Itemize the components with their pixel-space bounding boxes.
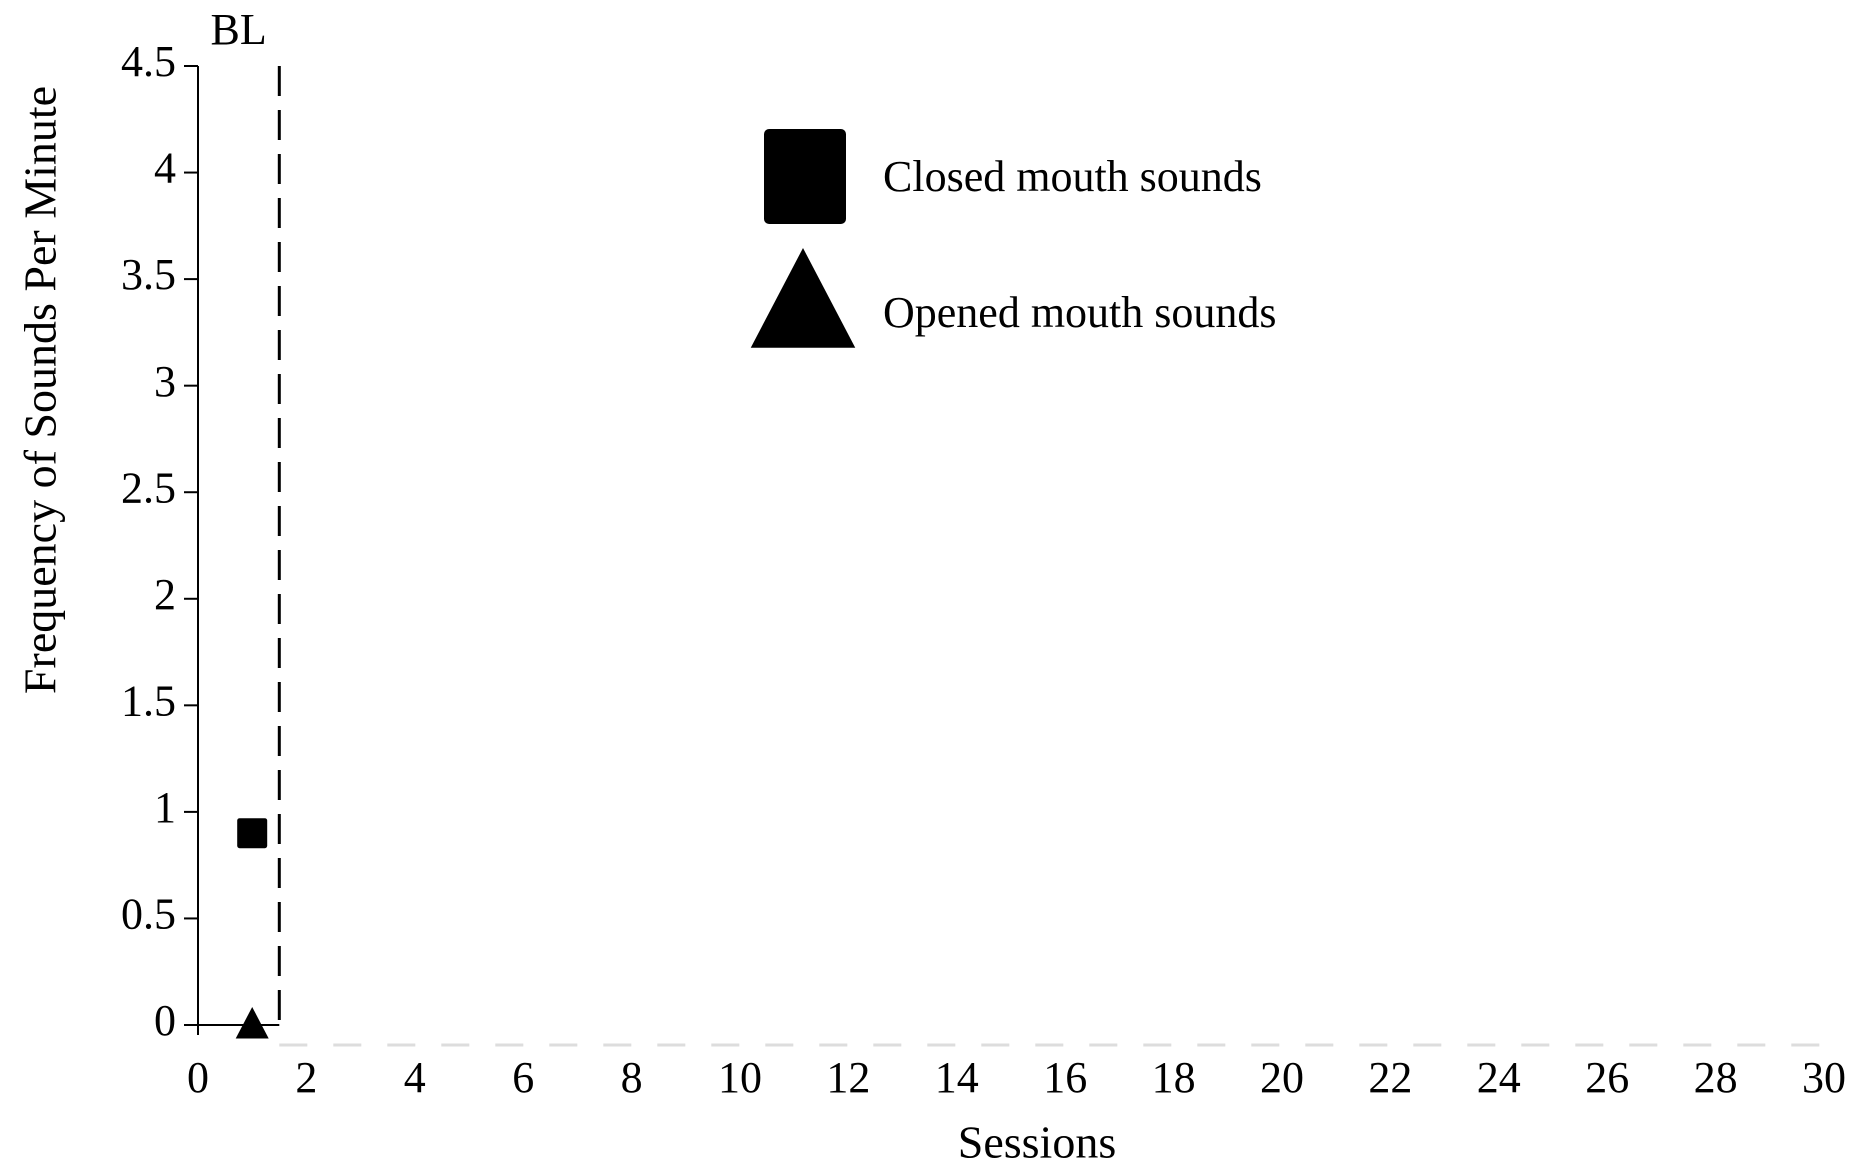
x-tick-label: 22 [1368, 1053, 1412, 1102]
x-tick-label: 14 [935, 1053, 979, 1102]
x-tick-label: 4 [404, 1053, 426, 1102]
x-tick-label: 16 [1043, 1053, 1087, 1102]
phase-label: BL [211, 5, 267, 54]
x-tick-label: 20 [1260, 1053, 1304, 1102]
x-tick-label: 12 [826, 1053, 870, 1102]
x-tick-label: 8 [621, 1053, 643, 1102]
x-tick-label: 28 [1694, 1053, 1738, 1102]
point [237, 818, 268, 849]
y-tick-label: 1.5 [121, 676, 176, 725]
x-tick-label: 6 [512, 1053, 534, 1102]
y-tick-label: 3.5 [121, 250, 176, 299]
y-axis-title: Frequency of Sounds Per Minute [15, 86, 66, 694]
legend-label: Closed mouth sounds [883, 152, 1262, 201]
legend-label: Opened mouth sounds [883, 288, 1277, 337]
y-tick-label: 0.5 [121, 890, 176, 939]
y-tick-label: 2 [154, 570, 176, 619]
y-tick-label: 4.5 [121, 37, 176, 86]
x-tick-label: 18 [1152, 1053, 1196, 1102]
y-tick-label: 3 [154, 357, 176, 406]
y-tick-label: 0 [154, 996, 176, 1045]
x-tick-label: 26 [1585, 1053, 1629, 1102]
x-axis-title: Sessions [958, 1117, 1116, 1168]
x-tick-label: 24 [1477, 1053, 1521, 1102]
x-tick-label: 0 [187, 1053, 209, 1102]
y-tick-label: 2.5 [121, 463, 176, 512]
x-tick-label: 2 [295, 1053, 317, 1102]
x-tick-label: 30 [1802, 1053, 1846, 1102]
point [235, 1007, 269, 1039]
y-tick-label: 4 [154, 144, 176, 193]
legend-marker [750, 248, 856, 348]
legend-marker [764, 129, 846, 224]
y-tick-label: 1 [154, 783, 176, 832]
x-tick-label: 10 [718, 1053, 762, 1102]
